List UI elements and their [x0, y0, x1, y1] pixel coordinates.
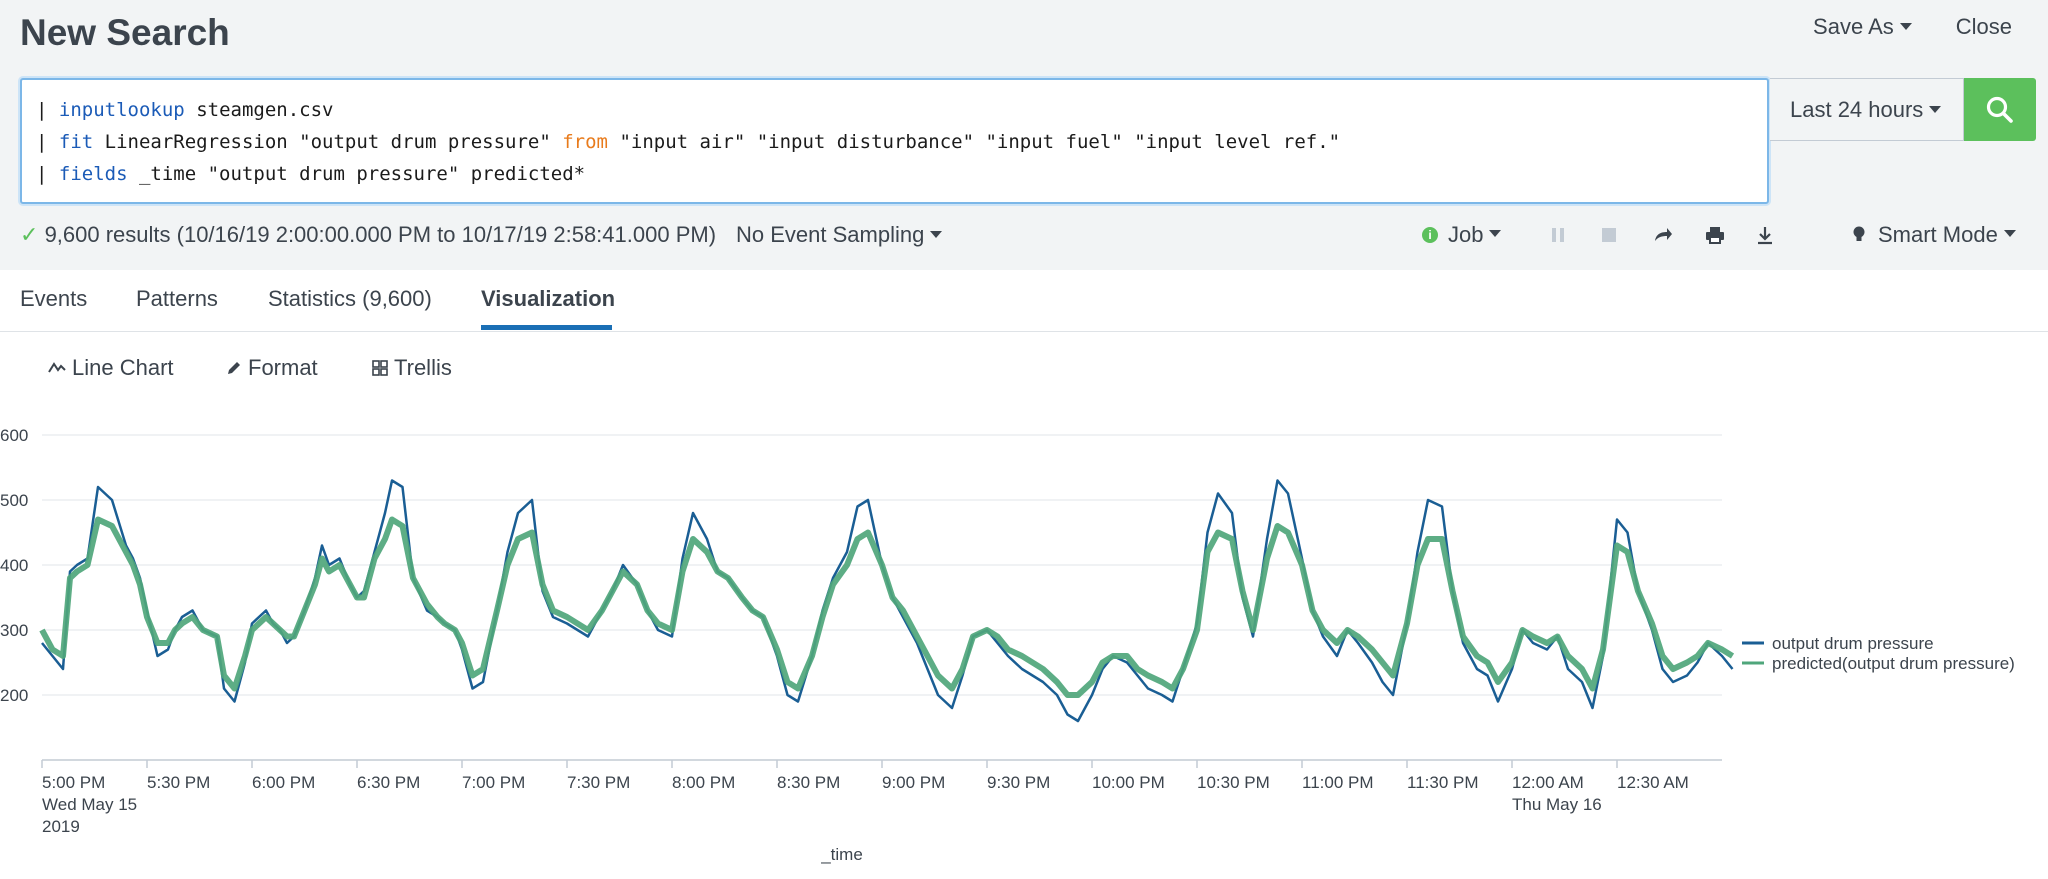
chart-type-label: Line Chart: [72, 355, 174, 380]
pipe: |: [36, 131, 48, 153]
x-tick-label: 11:30 PM: [1407, 773, 1479, 792]
check-icon: ✓: [20, 222, 39, 247]
format-label: Format: [248, 355, 318, 380]
y-tick-label: 300: [0, 621, 28, 640]
search-mode-dropdown[interactable]: Smart Mode: [1850, 222, 2016, 248]
trellis-button[interactable]: Trellis: [372, 355, 452, 381]
pencil-icon: [228, 362, 240, 374]
query-line-3: | fields _time "output drum pressure" pr…: [36, 158, 1767, 190]
y-tick-label: 400: [0, 556, 28, 575]
command-args: LinearRegression "output drum pressure": [93, 131, 563, 153]
save-as-menu[interactable]: Save As: [1813, 14, 1912, 40]
job-label: Job: [1448, 222, 1484, 247]
x-tick-label: 6:30 PM: [357, 773, 420, 792]
command-keyword: fit: [58, 131, 94, 153]
export-icon[interactable]: [1754, 224, 1776, 246]
command-keyword: inputlookup: [58, 99, 185, 121]
chart-type-button[interactable]: Line Chart: [48, 355, 174, 381]
y-tick-label: 200: [0, 686, 28, 705]
job-menu[interactable]: i Job: [1422, 222, 1502, 248]
command-keyword: fields: [58, 163, 128, 185]
line-chart: 200 300 400 500 600 5:00 PM Wed May 15 2019 5:30…: [0, 426, 2015, 864]
chevron-down-icon: [2003, 229, 2016, 237]
tab-patterns[interactable]: Patterns: [136, 286, 218, 311]
result-count: 9,600 results (10/16/19 2:00:00.000 PM t…: [44, 222, 717, 247]
pause-icon[interactable]: [1550, 224, 1566, 246]
chevron-down-icon: [1489, 229, 1502, 237]
command-args: "input air" "input disturbance" "input f…: [608, 131, 1341, 153]
search-icon: [1986, 96, 2013, 123]
legend-label[interactable]: predicted(output drum pressure): [1772, 654, 2015, 673]
command-args: _time "output drum pressure" predicted*: [127, 163, 586, 185]
chevron-down-icon: [1899, 22, 1912, 30]
save-as-label: Save As: [1813, 14, 1894, 39]
header-actions: Save As Close: [1813, 14, 2012, 40]
results-tabs: Events Patterns Statistics (9,600) Visua…: [0, 270, 2048, 332]
active-tab-indicator: [481, 325, 612, 330]
chevron-down-icon: [1929, 105, 1942, 113]
x-tick-label: 7:00 PM: [462, 773, 525, 792]
series-line[interactable]: [39, 516, 1735, 698]
tab-visualization[interactable]: Visualization: [481, 286, 616, 311]
tab-statistics[interactable]: Statistics (9,600): [268, 286, 432, 311]
legend-label[interactable]: output drum pressure: [1772, 634, 1934, 653]
query-line-1: | inputlookup steamgen.csv: [36, 94, 1767, 126]
x-tick-label: 5:30 PM: [147, 773, 210, 792]
series-line[interactable]: [41, 479, 1734, 723]
stop-icon[interactable]: [1600, 224, 1618, 246]
info-icon: i: [1422, 227, 1438, 243]
grid-icon: [372, 360, 388, 376]
from-keyword: from: [562, 131, 608, 153]
search-mode-label: Smart Mode: [1878, 222, 1998, 247]
line-chart-icon: [48, 362, 66, 373]
x-tick-label: Thu May 16: [1512, 795, 1602, 814]
chevron-down-icon: [930, 230, 943, 238]
x-tick-label: 5:00 PM: [42, 773, 105, 792]
query-line-2: | fit LinearRegression "output drum pres…: [36, 126, 1767, 158]
event-sampling-dropdown[interactable]: No Event Sampling: [736, 222, 943, 248]
x-tick-label: 9:30 PM: [987, 773, 1050, 792]
pipe: |: [36, 99, 48, 121]
time-range-picker[interactable]: Last 24 hours: [1770, 78, 1964, 141]
page-title: New Search: [20, 12, 230, 53]
time-range-label: Last 24 hours: [1790, 97, 1924, 122]
event-sampling-label: No Event Sampling: [736, 222, 925, 247]
x-tick-label: 12:30 AM: [1617, 773, 1689, 792]
x-tick-label: 2019: [42, 817, 80, 836]
x-axis-title: _time: [820, 845, 863, 864]
pipe: |: [36, 163, 48, 185]
format-button[interactable]: Format: [226, 355, 318, 381]
x-tick-label: 10:00 PM: [1092, 773, 1165, 792]
x-tick-label: 8:30 PM: [777, 773, 840, 792]
x-tick-label: 6:00 PM: [252, 773, 315, 792]
command-args: steamgen.csv: [184, 99, 334, 121]
print-icon[interactable]: [1704, 224, 1726, 246]
x-tick-label: Wed May 15: [42, 795, 137, 814]
close-link[interactable]: Close: [1955, 14, 2012, 39]
share-icon[interactable]: [1652, 224, 1674, 246]
y-tick-label: 600: [0, 426, 28, 445]
x-tick-label: 9:00 PM: [882, 773, 945, 792]
search-query-input[interactable]: | inputlookup steamgen.csv | fit LinearR…: [20, 78, 1769, 204]
search-button[interactable]: [1964, 78, 2036, 141]
trellis-label: Trellis: [394, 355, 452, 380]
x-tick-label: 11:00 PM: [1302, 773, 1374, 792]
x-tick-label: 7:30 PM: [567, 773, 630, 792]
lightbulb-icon: [1853, 226, 1865, 241]
x-tick-label: 12:00 AM: [1512, 773, 1584, 792]
tab-events[interactable]: Events: [20, 286, 88, 311]
job-status-row: ✓ 9,600 results (10/16/19 2:00:00.000 PM…: [20, 222, 2028, 252]
y-tick-label: 500: [0, 491, 28, 510]
x-tick-label: 10:30 PM: [1197, 773, 1270, 792]
x-tick-label: 8:00 PM: [672, 773, 735, 792]
